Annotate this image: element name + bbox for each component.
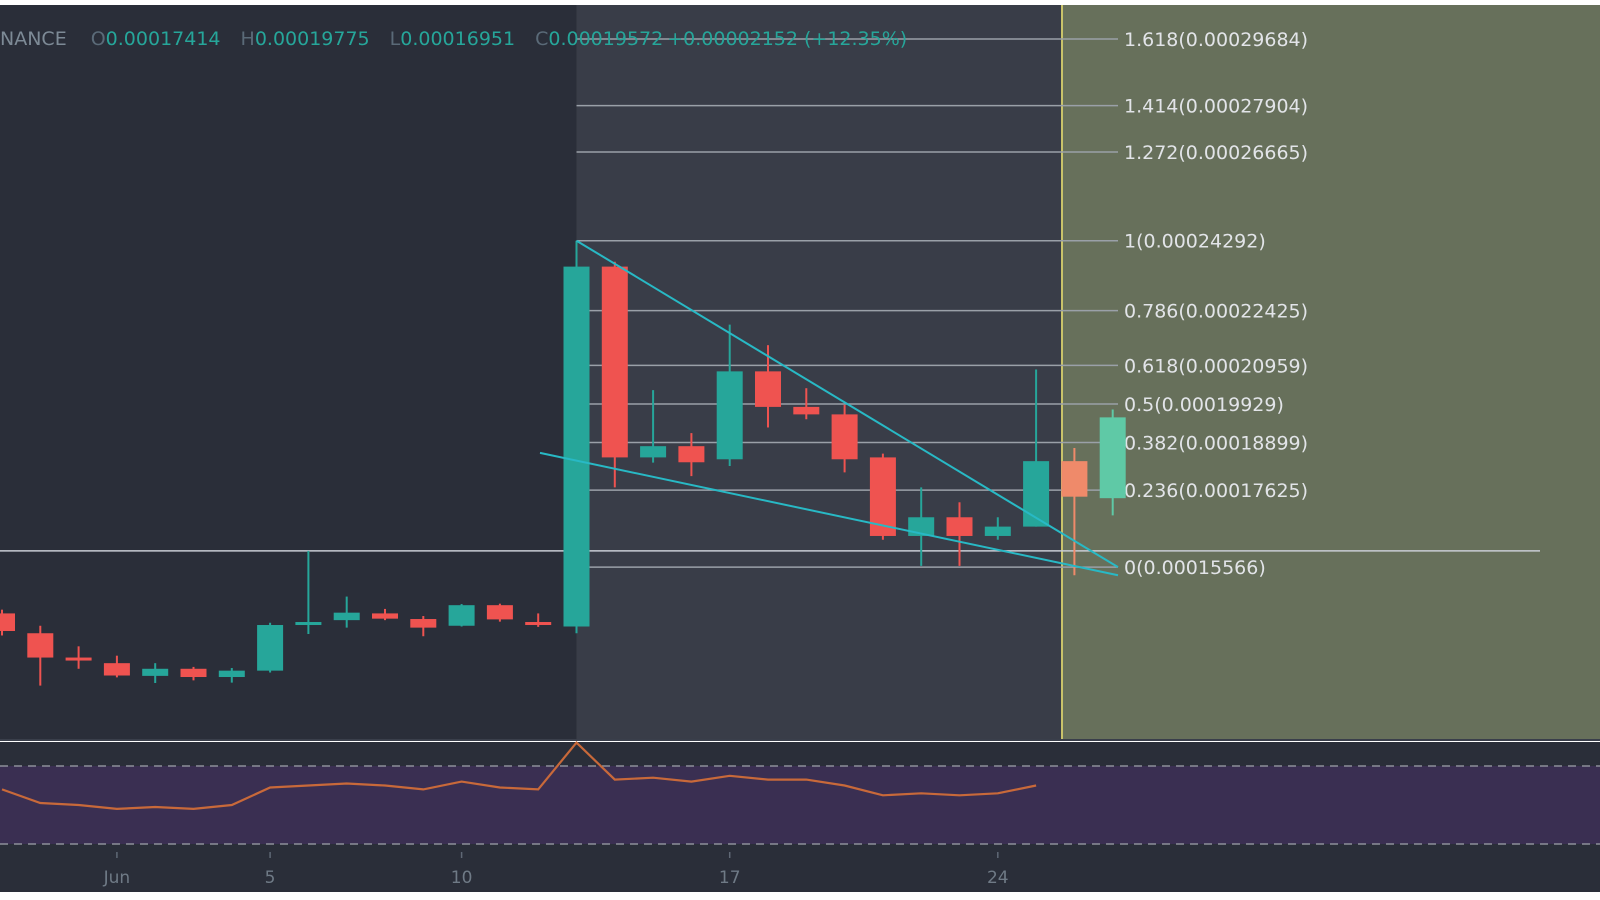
candle-body [946, 517, 973, 536]
fib-level-label: 1.272(0.00026665) [1124, 142, 1308, 164]
low-label: L [389, 28, 401, 50]
candle-body [410, 619, 437, 628]
fib-extension-zone [576, 5, 1118, 740]
candle [295, 550, 322, 634]
candle [180, 666, 207, 681]
candle-body [601, 266, 628, 458]
x-tick-label: 5 [265, 868, 276, 888]
fib-level-label: 0.5(0.00019929) [1124, 394, 1284, 416]
falling-wedge-trendlines[interactable] [539, 239, 1119, 577]
candle [486, 603, 513, 622]
candle-body [218, 670, 245, 678]
open-value: 0.00017414 [105, 28, 221, 50]
x-tick-label: 24 [987, 868, 1009, 888]
candle [984, 517, 1011, 540]
lower-trendline[interactable] [539, 451, 1119, 577]
candle-body [716, 371, 743, 460]
candle [103, 655, 130, 678]
candle-body [486, 605, 513, 620]
candle [678, 433, 705, 477]
candle-body [755, 371, 781, 407]
fib-level-label: 1(0.00024292) [1124, 231, 1266, 253]
candle [0, 609, 15, 636]
candle-body [295, 622, 322, 626]
x-tick-label: 10 [451, 868, 473, 888]
candle-body [0, 613, 15, 631]
candle [946, 502, 973, 566]
candle [755, 345, 781, 428]
rsi-line [1, 740, 1037, 811]
candle [601, 261, 628, 488]
upper-trendline[interactable] [575, 239, 1119, 569]
rsi-band [0, 766, 1600, 844]
candle [640, 390, 667, 463]
candle-body [333, 612, 360, 621]
close-label: C [535, 28, 549, 50]
candle-body [563, 266, 590, 627]
candle-body [372, 613, 398, 619]
candle-body [525, 622, 552, 626]
candle-body [1099, 417, 1126, 499]
candle-body [984, 526, 1011, 536]
exchange-name: NANCE [0, 28, 67, 50]
candle [1061, 448, 1088, 576]
fib-level-label: 0(0.00015566) [1124, 557, 1266, 579]
candle [410, 616, 437, 637]
high-value: 0.00019775 [254, 28, 370, 50]
candle [218, 668, 245, 683]
candles [0, 240, 1126, 686]
candle [65, 646, 92, 669]
candle [257, 622, 284, 673]
candle-body [27, 633, 54, 658]
candle [333, 596, 360, 628]
projection-zone [1062, 5, 1600, 740]
fib-level-label: 0.236(0.00017625) [1124, 480, 1308, 502]
candle-body [448, 605, 475, 626]
time-axis-ticks: Jun 5 10 17 24 [103, 852, 1009, 888]
ohlc-legend: NANCE O0.00017414 H0.00019775 L0.00016951 C0… [0, 24, 907, 54]
x-tick-label: Jun [103, 868, 131, 888]
candle-body [180, 668, 207, 678]
candle [27, 625, 54, 686]
candle-body [640, 446, 667, 458]
candle-body [142, 668, 169, 676]
candle [716, 324, 743, 467]
fib-level-label: 0.786(0.00022425) [1124, 301, 1308, 323]
candle [448, 604, 475, 627]
candle [372, 608, 398, 621]
fib-retracement[interactable]: 1.618(0.00029684) 1.414(0.00027904) 1.272(… [576, 29, 1309, 579]
candle [142, 663, 169, 683]
change-value: +0.00002152 (+12.35%) [667, 28, 908, 50]
candle [525, 613, 552, 627]
close-value: 0.00019572 [548, 28, 664, 50]
fib-level-label: 1.618(0.00029684) [1124, 29, 1308, 51]
candle-body [1061, 461, 1088, 497]
candle-body [831, 414, 858, 460]
time-axis[interactable] [0, 852, 1600, 892]
fib-level-label: 1.414(0.00027904) [1124, 96, 1308, 118]
candle [563, 240, 590, 634]
candle-body [1023, 461, 1050, 527]
candle [1099, 409, 1126, 516]
candle-body [65, 657, 92, 661]
candle-body [793, 406, 820, 415]
high-label: H [240, 28, 255, 50]
candle [1023, 369, 1050, 527]
candle-body [103, 663, 130, 676]
x-tick-label: 17 [719, 868, 741, 888]
low-value: 0.00016951 [400, 28, 516, 50]
candle-body [257, 625, 284, 671]
candle [793, 388, 820, 420]
open-label: O [90, 28, 106, 50]
candle [831, 405, 858, 473]
fib-level-label: 0.382(0.00018899) [1124, 432, 1308, 454]
candle-body [678, 446, 705, 463]
fib-level-label: 0.618(0.00020959) [1124, 355, 1308, 377]
